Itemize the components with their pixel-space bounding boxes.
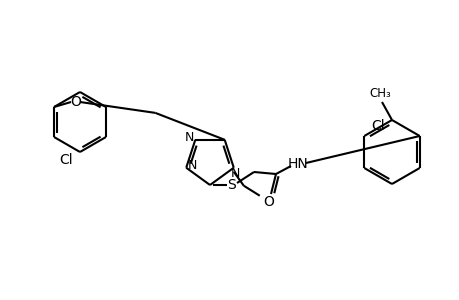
Text: HN: HN — [287, 157, 308, 171]
Text: O: O — [70, 95, 81, 109]
Text: N: N — [230, 167, 240, 180]
Text: Cl: Cl — [59, 153, 73, 167]
Text: CH₃: CH₃ — [368, 86, 390, 100]
Text: N: N — [184, 131, 194, 144]
Text: S: S — [227, 178, 236, 192]
Text: Cl: Cl — [371, 119, 384, 133]
Text: O: O — [263, 195, 274, 209]
Text: N: N — [187, 159, 196, 172]
